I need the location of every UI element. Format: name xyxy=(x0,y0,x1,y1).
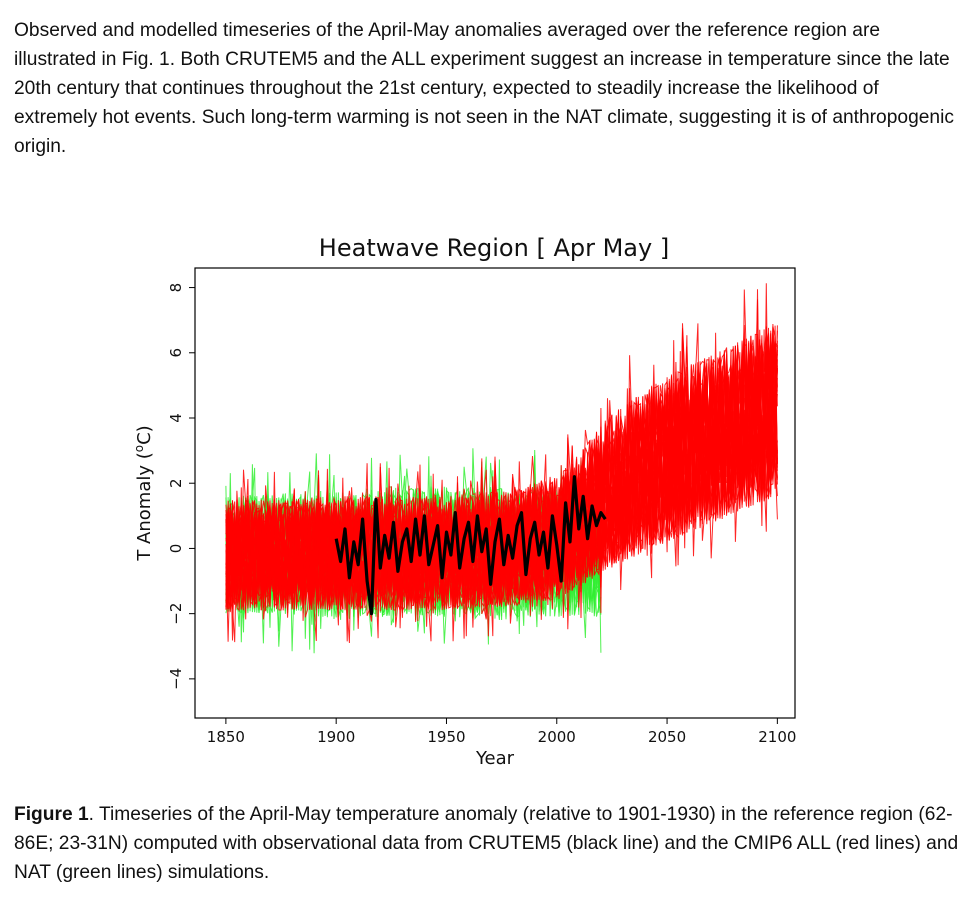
y-tick-label: 4 xyxy=(167,413,185,423)
caption-label: Figure 1 xyxy=(14,804,89,825)
chart-title: Heatwave Region [ Apr May ] xyxy=(319,234,669,262)
plot-area xyxy=(225,283,778,654)
y-axis-label: T Anomaly (oC) xyxy=(132,425,155,561)
y-tick-label: 8 xyxy=(167,283,185,293)
y-tick-label: −2 xyxy=(167,603,185,625)
all-ensemble-member-line xyxy=(225,335,778,609)
x-tick-label: 1850 xyxy=(207,728,245,746)
x-tick-label: 2050 xyxy=(648,728,686,746)
y-tick-label: 0 xyxy=(167,544,185,554)
y-tick-label: −4 xyxy=(167,668,185,690)
all-ensemble-member-line xyxy=(225,332,778,610)
axis-ticks: 1850 1900 1950 2000 2050 2100 8 6 4 2 0 −2 −4 xyxy=(167,283,796,746)
all-ensemble-member-line xyxy=(225,336,778,620)
x-tick-label: 2000 xyxy=(538,728,576,746)
caption-text: . Timeseries of the April-May temperatur… xyxy=(14,804,959,883)
x-tick-label: 1950 xyxy=(427,728,465,746)
intro-paragraph: Observed and modelled timeseries of the … xyxy=(14,20,954,157)
x-tick-label: 2100 xyxy=(758,728,796,746)
heatwave-timeseries-chart: Heatwave Region [ Apr May ] 1850 1900 1950… xyxy=(132,234,796,769)
y-tick-label: 6 xyxy=(167,348,185,358)
crutem5-observed-line xyxy=(334,475,607,616)
x-tick-label: 1900 xyxy=(317,728,355,746)
x-axis-label: Year xyxy=(475,748,515,769)
y-tick-label: 2 xyxy=(167,478,185,488)
figure-caption: Figure 1. Timeseries of the April-May te… xyxy=(14,800,964,887)
plot-frame xyxy=(194,267,796,719)
